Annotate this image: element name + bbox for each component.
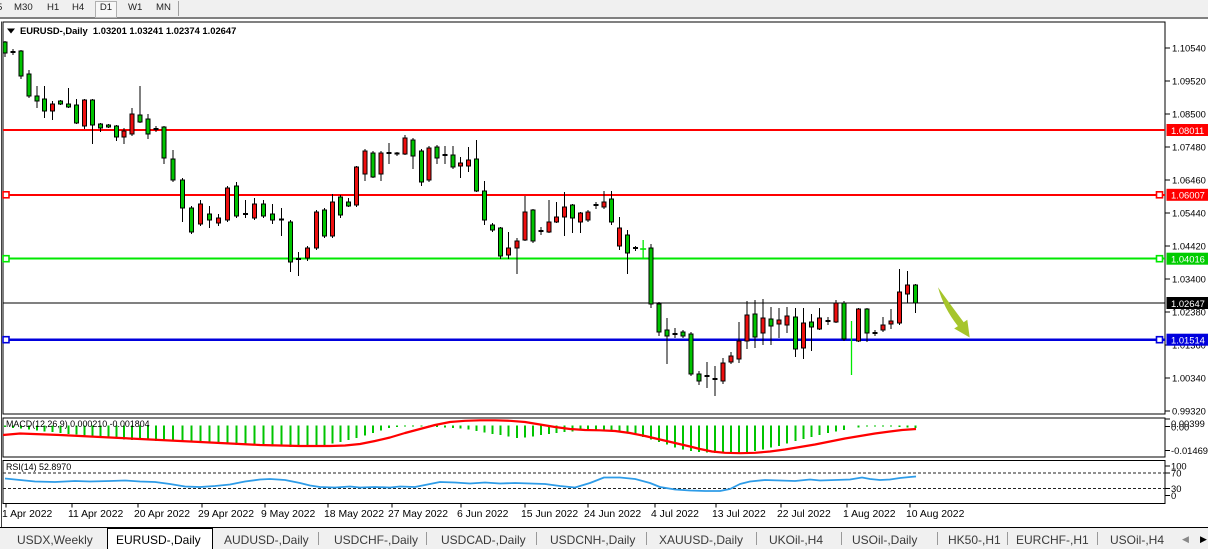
svg-text:1.01514: 1.01514 <box>1171 335 1205 346</box>
svg-text:22 Jul 2022: 22 Jul 2022 <box>777 509 831 520</box>
svg-text:10 Aug 2022: 10 Aug 2022 <box>906 509 965 520</box>
svg-text:EURUSD-,Daily 1.03201 1.03241: EURUSD-,Daily 1.03201 1.03241 1.02374 1.… <box>20 25 236 36</box>
svg-text:1.00340: 1.00340 <box>1172 373 1206 384</box>
svg-text:6 Jun 2022: 6 Jun 2022 <box>457 509 509 520</box>
svg-text:1.06460: 1.06460 <box>1172 175 1206 186</box>
svg-text:0.00399: 0.00399 <box>1171 418 1205 429</box>
svg-text:1 Apr 2022: 1 Apr 2022 <box>2 509 52 520</box>
svg-text:0.00: 0.00 <box>1171 422 1189 433</box>
svg-text:30: 30 <box>1171 483 1181 494</box>
svg-text:18 May 2022: 18 May 2022 <box>324 509 384 520</box>
svg-text:1.08011: 1.08011 <box>1171 125 1204 136</box>
svg-text:1 Aug 2022: 1 Aug 2022 <box>843 509 896 520</box>
svg-text:13 Jul 2022: 13 Jul 2022 <box>712 509 766 520</box>
svg-text:MACD(12,26,9) 0.000210 -0.0018: MACD(12,26,9) 0.000210 -0.001804 <box>6 419 150 429</box>
svg-text:1.05440: 1.05440 <box>1172 208 1206 219</box>
svg-text:70: 70 <box>1171 467 1181 478</box>
svg-text:9 May 2022: 9 May 2022 <box>261 509 316 520</box>
svg-text:1.02647: 1.02647 <box>1171 298 1205 309</box>
svg-text:1.04420: 1.04420 <box>1172 241 1206 252</box>
svg-text:-0.014693: -0.014693 <box>1171 445 1208 456</box>
svg-text:27 May 2022: 27 May 2022 <box>388 509 448 520</box>
svg-text:1.06007: 1.06007 <box>1171 190 1205 201</box>
svg-text:1.02380: 1.02380 <box>1172 307 1206 318</box>
svg-text:1.08500: 1.08500 <box>1172 109 1206 120</box>
svg-text:24 Jun 2022: 24 Jun 2022 <box>584 509 641 520</box>
svg-text:100: 100 <box>1171 461 1187 472</box>
svg-text:1.10540: 1.10540 <box>1172 43 1206 54</box>
svg-text:1.04016: 1.04016 <box>1171 254 1205 265</box>
svg-text:1.09520: 1.09520 <box>1172 76 1206 87</box>
svg-text:11 Apr 2022: 11 Apr 2022 <box>68 509 123 520</box>
svg-text:29 Apr 2022: 29 Apr 2022 <box>198 509 254 520</box>
svg-text:20 Apr 2022: 20 Apr 2022 <box>134 509 190 520</box>
svg-text:1.03400: 1.03400 <box>1172 274 1206 285</box>
svg-text:0.99320: 0.99320 <box>1172 406 1206 417</box>
svg-text:15 Jun 2022: 15 Jun 2022 <box>521 509 578 520</box>
svg-text:1.07480: 1.07480 <box>1172 142 1206 153</box>
svg-text:0: 0 <box>1171 490 1176 501</box>
svg-text:RSI(14) 52.8970: RSI(14) 52.8970 <box>6 462 71 472</box>
svg-text:4 Jul 2022: 4 Jul 2022 <box>651 509 699 520</box>
